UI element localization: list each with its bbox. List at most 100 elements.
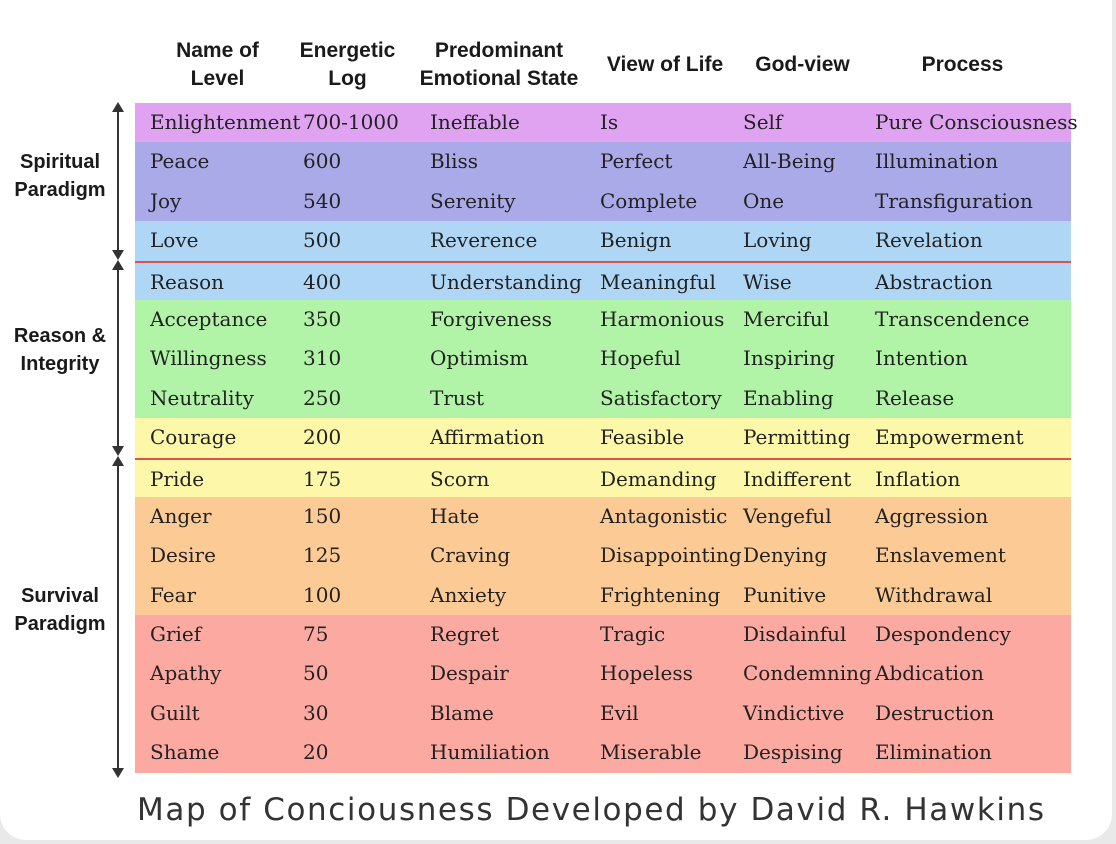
cell-emotion: Humiliation (430, 740, 550, 765)
cell-log: 125 (303, 543, 342, 568)
cell-emotion: Affirmation (430, 425, 545, 450)
cell-view: Hopeless (600, 661, 693, 686)
cell-log: 540 (303, 188, 342, 213)
table-row: Neutrality 250 Trust Satisfactory Enabling Re… (135, 378, 1071, 419)
cell-view: Miserable (600, 740, 702, 765)
cell-view: Tragic (600, 622, 666, 647)
cell-level: Shame (150, 740, 220, 765)
cell-god: Wise (743, 269, 792, 294)
cell-level: Neutrality (150, 385, 254, 410)
table-row: Fear 100 Anxiety Frightening Punitive Withdra… (135, 575, 1071, 616)
cell-level: Fear (150, 582, 197, 607)
cell-emotion: Forgiveness (430, 306, 552, 331)
cell-emotion: Serenity (430, 188, 516, 213)
cell-log: 75 (303, 622, 329, 647)
cell-log: 100 (303, 582, 342, 607)
cell-log: 700-1000 (303, 110, 399, 134)
cell-view: Feasible (600, 425, 685, 450)
caption: Map of Conciousness Developed by David R… (137, 792, 1046, 828)
cell-process: Empowerment (875, 425, 1024, 450)
cell-level: Apathy (150, 661, 222, 686)
table-row: Pride 175 Scorn Demanding Indifferent Inflati… (135, 457, 1071, 497)
cell-view: Meaningful (600, 269, 716, 294)
cell-view: Harmonious (600, 306, 725, 331)
cell-level: Grief (150, 622, 202, 647)
table-row: Love 500 Reverence Benign Loving Revelation (135, 221, 1071, 261)
cell-god: All-Being (743, 149, 836, 174)
cell-log: 200 (303, 425, 342, 450)
header-process: Process (921, 53, 1004, 76)
cell-level: Desire (150, 543, 216, 568)
table-header: Name of Level Energetic Log Predominant … (0, 30, 1112, 100)
cell-process: Enslavement (875, 543, 1006, 568)
cell-god: Inspiring (743, 346, 835, 371)
cell-view: Demanding (600, 466, 717, 491)
cell-emotion: Bliss (430, 149, 479, 174)
cell-level: Willingness (150, 346, 267, 371)
header-level: Name of Level (176, 39, 259, 90)
cell-god: Loving (743, 228, 812, 253)
table-row: Apathy 50 Despair Hopeless Condemning Abdicat… (135, 654, 1071, 694)
cell-process: Intention (875, 346, 968, 371)
cell-view: Complete (600, 188, 698, 213)
table-row: Joy 540 Serenity Complete One Transfiguration (135, 181, 1071, 222)
cell-emotion: Regret (430, 622, 500, 647)
cell-level: Acceptance (150, 306, 268, 331)
cell-god: Permitting (743, 425, 851, 450)
cell-emotion: Craving (430, 543, 511, 568)
bracket-survival (110, 456, 126, 778)
cell-emotion: Anxiety (430, 582, 507, 607)
cell-emotion: Ineffable (430, 110, 520, 134)
cell-process: Transfiguration (875, 188, 1033, 213)
cell-level: Pride (150, 466, 205, 491)
cell-process: Pure Consciousness (875, 110, 1078, 134)
cell-view: Perfect (600, 149, 673, 174)
paradigm-spiritual: Spiritual Paradigm (14, 151, 106, 201)
header-emotion: Predominant Emotional State (419, 39, 579, 90)
header-god: God-view (755, 53, 850, 76)
bracket-reason (110, 260, 126, 456)
bracket-spiritual (110, 102, 126, 260)
cell-level: Joy (150, 188, 182, 213)
cell-process: Abdication (875, 661, 984, 686)
cell-log: 600 (303, 149, 342, 174)
paradigm-reason: Reason & Integrity (13, 325, 107, 375)
cell-log: 400 (303, 269, 342, 294)
cell-log: 20 (303, 740, 329, 765)
cell-level: Peace (150, 149, 210, 174)
table-row: Willingness 310 Optimism Hopeful Inspiring In… (135, 339, 1071, 379)
cell-log: 30 (303, 700, 329, 725)
cell-god: Merciful (743, 306, 830, 331)
cell-god: Despising (743, 740, 843, 765)
cell-emotion: Scorn (430, 466, 490, 491)
cell-level: Anger (150, 503, 212, 528)
cell-log: 175 (303, 466, 342, 491)
cell-process: Release (875, 385, 955, 410)
arrow-down-icon (112, 250, 124, 260)
cell-view: Hopeful (600, 346, 681, 371)
arrow-up-icon (112, 102, 124, 112)
cell-log: 500 (303, 228, 342, 253)
cell-view: Antagonistic (600, 503, 728, 528)
cell-emotion: Reverence (430, 228, 538, 253)
cell-process: Inflation (875, 466, 961, 491)
cell-god: Self (743, 110, 783, 134)
table-row: Enlightenment 700-1000 Ineffable Is Self Pure… (135, 103, 1078, 143)
cell-view: Benign (600, 228, 672, 253)
cell-log: 310 (303, 346, 342, 371)
cell-god: Indifferent (743, 466, 852, 491)
cell-process: Destruction (875, 700, 995, 725)
arrow-down-icon (112, 446, 124, 456)
cell-log: 150 (303, 503, 342, 528)
levels-table: Enlightenment 700-1000 Ineffable Is Self Pure… (135, 103, 1078, 773)
header-log: Energetic Log (299, 39, 396, 90)
cell-level: Guilt (150, 700, 200, 725)
table-row: Reason 400 Understanding Meaningful Wise Abst… (135, 260, 1071, 300)
cell-level: Courage (150, 425, 237, 450)
cell-view: Evil (600, 700, 639, 725)
cell-god: Vengeful (743, 503, 832, 528)
table-row: Peace 600 Bliss Perfect All-Being Illuminatio… (135, 142, 1071, 182)
cell-god: Punitive (743, 582, 827, 607)
table-row: Grief 75 Regret Tragic Disdainful Despondency (135, 615, 1071, 655)
